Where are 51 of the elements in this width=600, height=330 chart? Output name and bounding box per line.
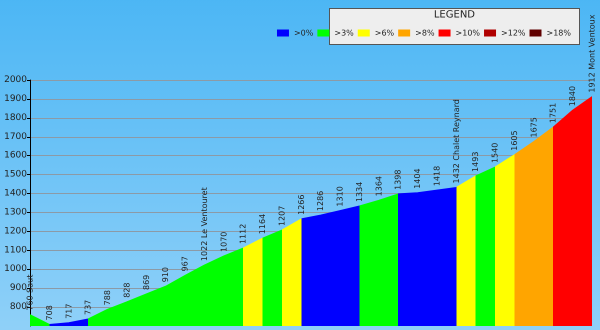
data-label: 717 (64, 304, 74, 319)
data-label: 1675 (529, 117, 538, 138)
data-label: 1540 (490, 142, 500, 164)
y-tick-label: 1700 (4, 132, 28, 142)
y-tick-label: 1900 (4, 94, 28, 104)
legend-title: LEGEND (434, 10, 476, 20)
data-label: 1398 (394, 170, 403, 190)
data-label: 1070 (219, 232, 228, 252)
y-tick-label: 800 (10, 302, 28, 312)
legend-label: >3% (334, 28, 354, 38)
y-tick-label: 1200 (4, 226, 28, 236)
data-label: 967 (180, 256, 190, 272)
data-label: 869 (142, 274, 151, 290)
data-label: 1751 (548, 102, 558, 124)
data-label: 1310 (336, 186, 345, 207)
data-label: 828 (122, 282, 132, 298)
y-tick-label: 1300 (4, 207, 28, 218)
y-tick-label: 1400 (4, 188, 28, 199)
data-label: 1286 (316, 190, 326, 212)
data-label: 1432 Chalet Reynard (452, 99, 461, 184)
y-tick-label: 900 (10, 283, 28, 294)
data-label: 788 (103, 290, 112, 306)
data-label: 1912 Mont Ventoux (588, 14, 596, 93)
data-label: 1334 (354, 182, 364, 202)
data-label: 708 (44, 305, 54, 320)
data-label: 1840 (568, 86, 578, 106)
legend-label: >12% (501, 28, 526, 38)
data-label: 1207 (277, 206, 286, 226)
data-label: 1418 (432, 166, 442, 186)
y-tick-label: 1100 (4, 245, 28, 256)
y-tick-label: 2000 (4, 75, 28, 85)
data-label: 1364 (374, 176, 384, 196)
data-label: 737 (84, 300, 93, 315)
data-label: 1404 (413, 168, 422, 189)
data-label: 910 (161, 266, 170, 282)
data-label: 1605 (510, 130, 519, 151)
legend-label: >6% (374, 28, 395, 38)
data-label: 1022 Le Ventouret (200, 187, 209, 262)
data-label: 760 Saut (26, 274, 34, 311)
data-label: 1164 (258, 214, 268, 234)
y-tick-label: 1000 (4, 264, 28, 274)
y-tick-label: 1500 (4, 170, 28, 180)
y-tick-label: 1800 (4, 112, 28, 123)
data-label: 1266 (296, 194, 306, 215)
y-tick-label: 1600 (4, 150, 28, 161)
data-label: 1493 (471, 152, 480, 172)
legend-label: >18% (546, 28, 572, 38)
data-label: 1112 (238, 224, 248, 244)
legend-label: >0% (294, 28, 314, 38)
legend-label: >8% (415, 28, 435, 38)
legend-label: >10% (456, 28, 480, 38)
